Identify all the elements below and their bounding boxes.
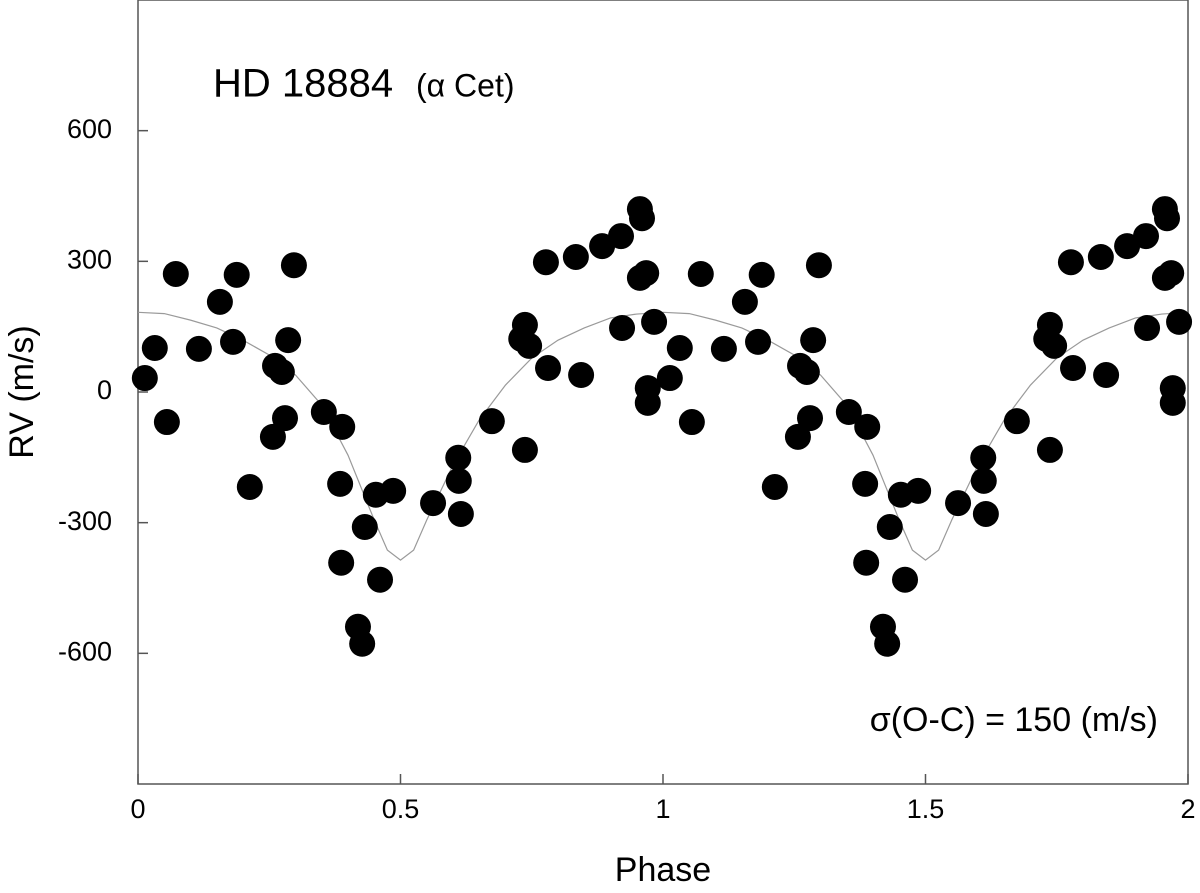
data-point	[153, 409, 180, 436]
data-point	[853, 549, 880, 576]
data-point	[835, 399, 862, 426]
data-point	[206, 288, 233, 315]
data-point	[609, 314, 636, 341]
data-point	[634, 389, 661, 416]
data-point	[141, 335, 168, 362]
data-point	[656, 365, 683, 392]
data-point	[852, 470, 879, 497]
data-point	[793, 358, 820, 385]
data-point	[970, 467, 997, 494]
data-point	[905, 477, 932, 504]
data-point	[223, 261, 250, 288]
data-point	[220, 328, 247, 355]
data-point	[380, 477, 407, 504]
data-point	[1036, 436, 1063, 463]
data-point	[268, 358, 295, 385]
data-point	[784, 423, 811, 450]
data-point	[280, 252, 307, 279]
x-tick-label: 1.5	[907, 794, 945, 824]
chart-subtitle: (α Cet)	[416, 67, 515, 103]
chart-title: HD 18884	[213, 62, 393, 106]
data-point	[447, 500, 474, 527]
data-point	[805, 252, 832, 279]
data-point	[535, 355, 562, 382]
data-point	[641, 308, 668, 335]
data-point	[678, 409, 705, 436]
data-point	[532, 249, 559, 276]
data-point	[1134, 314, 1161, 341]
data-point	[562, 243, 589, 270]
data-point	[970, 444, 997, 471]
x-tick-label: 0.5	[382, 794, 420, 824]
data-point	[1057, 249, 1084, 276]
data-point	[1036, 311, 1063, 338]
data-point	[1166, 308, 1193, 335]
data-point	[797, 405, 823, 432]
y-tick-label: 300	[67, 244, 112, 274]
y-axis-label: RV (m/s)	[3, 325, 41, 458]
plot-frame	[137, 0, 1189, 785]
y-tick-label: -300	[58, 506, 112, 536]
data-point	[745, 328, 772, 355]
data-point	[272, 405, 298, 432]
data-point	[327, 470, 354, 497]
data-point	[608, 223, 634, 250]
data-point	[478, 408, 505, 435]
data-point	[329, 413, 356, 440]
data-point	[420, 490, 447, 517]
data-point	[568, 362, 595, 389]
data-point	[800, 327, 827, 354]
data-point	[633, 260, 660, 287]
x-tick-label: 1	[655, 794, 670, 824]
data-point	[666, 335, 693, 362]
y-tick-label: 0	[97, 375, 112, 405]
data-point	[1133, 223, 1159, 250]
data-point	[310, 399, 337, 426]
data-point	[854, 413, 881, 440]
x-axis-label: Phase	[615, 851, 711, 889]
data-point	[349, 630, 376, 657]
data-point	[945, 490, 972, 517]
data-point	[511, 311, 538, 338]
data-point	[1087, 243, 1114, 270]
annotation: σ(O-C) = 150 (m/s)	[870, 701, 1158, 739]
data-point	[748, 261, 775, 288]
data-point	[761, 473, 788, 500]
data-point	[185, 335, 212, 362]
data-point	[1154, 205, 1180, 232]
x-tick-label: 0	[130, 794, 145, 824]
data-point	[445, 444, 472, 471]
data-point	[1093, 362, 1120, 389]
data-point	[1041, 332, 1068, 359]
data-point	[874, 630, 901, 657]
data-point	[629, 205, 655, 232]
data-point	[687, 260, 714, 287]
data-point	[162, 260, 189, 287]
data-point	[259, 423, 286, 450]
data-point	[516, 332, 543, 359]
data-point	[328, 549, 355, 576]
data-point	[876, 514, 903, 541]
data-point	[1060, 355, 1087, 382]
data-point	[367, 566, 394, 593]
data-point	[1158, 260, 1185, 287]
data-point	[892, 566, 919, 593]
data-point	[1159, 389, 1186, 416]
data-point	[275, 327, 302, 354]
x-tick-label: 2	[1180, 794, 1195, 824]
y-tick-label: 600	[67, 114, 112, 144]
data-point	[1003, 408, 1030, 435]
data-point	[511, 436, 538, 463]
data-point	[731, 288, 758, 315]
data-point	[445, 467, 472, 494]
data-point	[131, 365, 158, 392]
data-point	[710, 335, 737, 362]
y-tick-label: -600	[58, 636, 112, 666]
data-point	[236, 473, 263, 500]
data-point	[972, 500, 999, 527]
data-point	[351, 514, 378, 541]
